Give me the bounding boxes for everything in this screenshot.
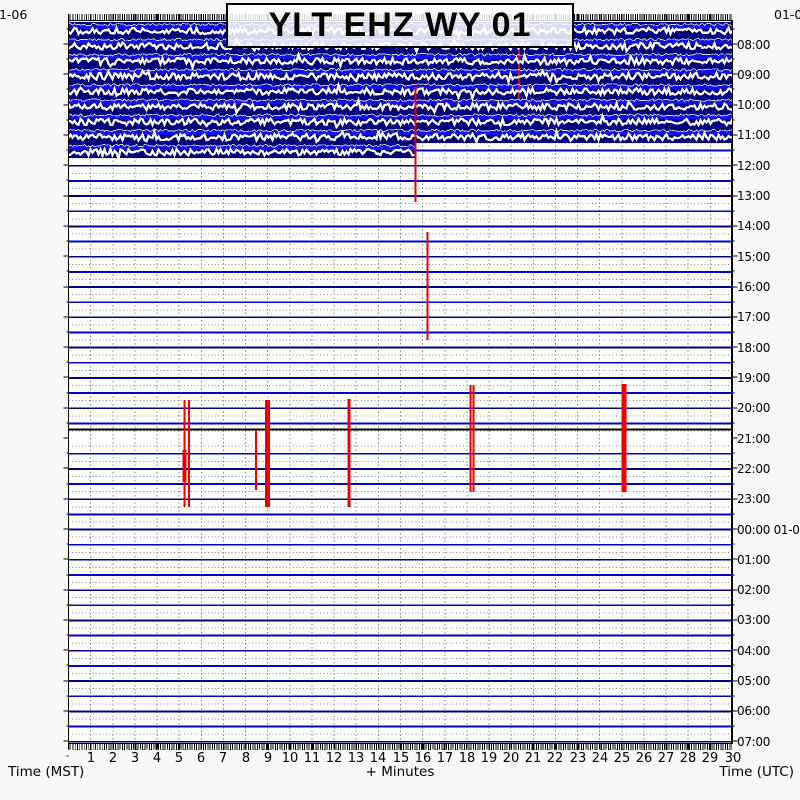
minutes-axis-title: + Minutes bbox=[365, 764, 435, 780]
utc-time-label: 05:00 bbox=[737, 674, 771, 688]
minute-label: 1 bbox=[86, 751, 96, 766]
minute-label: 17 bbox=[436, 751, 454, 766]
minute-label: 29 bbox=[701, 751, 719, 766]
minute-label: 4 bbox=[152, 751, 162, 766]
utc-time-label: 15:00 bbox=[737, 250, 771, 264]
utc-axis-title: Time (UTC) bbox=[719, 764, 794, 780]
minute-label: 26 bbox=[635, 751, 653, 766]
utc-time-label: 11:00 bbox=[737, 128, 771, 142]
minute-label: 19 bbox=[480, 751, 498, 766]
utc-time-label: 23:00 bbox=[737, 492, 771, 506]
minute-label: 21 bbox=[524, 751, 542, 766]
utc-time-label: 03:00 bbox=[737, 613, 771, 627]
minute-label: 18 bbox=[458, 751, 476, 766]
utc-time-label: 22:00 bbox=[737, 462, 771, 476]
station-title-banner: YLT EHZ WY 01 bbox=[226, 3, 574, 48]
minute-label: 7 bbox=[218, 751, 228, 766]
minute-label: 10 bbox=[281, 751, 299, 766]
utc-time-label: 01:00 bbox=[737, 553, 771, 567]
minute-label: 27 bbox=[657, 751, 675, 766]
utc-time-label: 13:00 bbox=[737, 189, 771, 203]
minute-label: 8 bbox=[241, 751, 251, 766]
utc-time-label: 06:00 bbox=[737, 704, 771, 718]
date-top-left: 01-06 bbox=[0, 7, 28, 21]
utc-time-label: 02:00 bbox=[737, 583, 771, 597]
minute-label: 22 bbox=[546, 751, 564, 766]
utc-time-label: 16:00 bbox=[737, 280, 771, 294]
minute-label: 5 bbox=[174, 751, 184, 766]
utc-time-label: 19:00 bbox=[737, 371, 771, 385]
mst-axis-title: Time (MST) bbox=[8, 764, 85, 780]
utc-time-label: 21:00 bbox=[737, 432, 771, 446]
minute-label: 13 bbox=[347, 751, 365, 766]
minute-label: 14 bbox=[369, 751, 387, 766]
minute-label: 15 bbox=[392, 751, 410, 766]
minute-label: 24 bbox=[591, 751, 609, 766]
utc-time-label: 07:00 bbox=[737, 735, 771, 749]
minute-label: 28 bbox=[679, 751, 697, 766]
utc-time-label: 12:00 bbox=[737, 159, 771, 173]
minute-label: 9 bbox=[263, 751, 273, 766]
utc-time-label: 17:00 bbox=[737, 310, 771, 324]
minute-label: 12 bbox=[325, 751, 343, 766]
minute-label: 6 bbox=[196, 751, 206, 766]
minute-label: 25 bbox=[613, 751, 631, 766]
minute-label: 16 bbox=[414, 751, 432, 766]
utc-time-label: 20:00 bbox=[737, 401, 771, 415]
utc-time-label: 18:00 bbox=[737, 341, 771, 355]
utc-time-label: 10:00 bbox=[737, 98, 771, 112]
plot-frame bbox=[68, 20, 732, 744]
utc-time-label: 04:00 bbox=[737, 644, 771, 658]
utc-time-label: 00:00 01-07 bbox=[737, 523, 800, 537]
date-top-right: 01-06 bbox=[774, 7, 800, 21]
minute-label: 20 bbox=[502, 751, 520, 766]
utc-time-label: 08:00 bbox=[737, 38, 771, 52]
utc-time-label: 09:00 bbox=[737, 68, 771, 82]
minute-label: 23 bbox=[569, 751, 587, 766]
bottom-tick-ruler bbox=[68, 744, 732, 750]
utc-time-label: 14:00 bbox=[737, 219, 771, 233]
minute-label: 30 bbox=[724, 751, 742, 766]
minute-label: 3 bbox=[130, 751, 140, 766]
station-title: YLT EHZ WY 01 bbox=[268, 6, 532, 44]
minute-label: 2 bbox=[108, 751, 118, 766]
minute-label: 11 bbox=[303, 751, 321, 766]
